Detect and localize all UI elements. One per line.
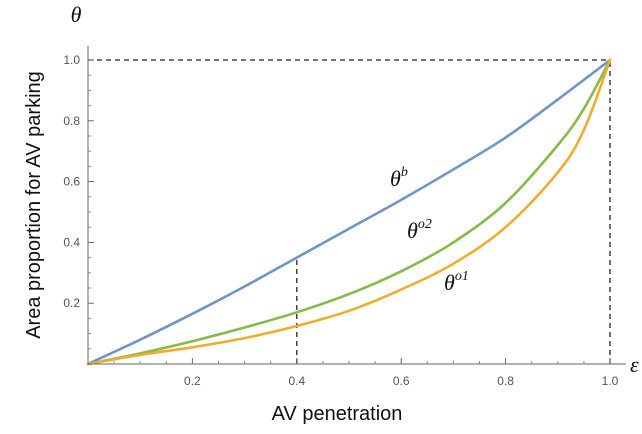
series-label-b-base: θ	[390, 166, 401, 191]
series-line-o1	[86, 58, 612, 366]
series-group	[86, 58, 612, 366]
series-line-o2	[86, 58, 612, 366]
y-tick-label: 0.8	[63, 114, 80, 128]
x-axis-title: AV penetration	[272, 403, 403, 425]
x-tick-label: 0.2	[184, 374, 201, 388]
axes	[87, 46, 626, 365]
series-label-o1-base: θ	[444, 270, 455, 295]
series-label-o2-base: θ	[407, 218, 418, 243]
tick-group: 0.2 0.4 0.6 0.8 1.0 0.2 0.4 0.6 0.8 1.0	[63, 53, 618, 388]
series-label-b-sup: b	[401, 165, 408, 180]
y-axis-title: Area proportion for AV parking	[23, 71, 45, 339]
series-label-o2: θo2	[407, 217, 432, 243]
y-axis-symbol: θ	[71, 2, 82, 27]
y-tick-label: 1.0	[63, 53, 80, 67]
series-label-b: θb	[390, 165, 408, 191]
y-tick-label: 0.6	[63, 175, 80, 189]
series-label-o2-sup: o2	[418, 217, 432, 232]
x-tick-label: 0.8	[497, 374, 514, 388]
y-tick-label: 0.2	[63, 296, 80, 310]
x-tick-label: 1.0	[602, 374, 619, 388]
series-label-o1-sup: o1	[455, 269, 469, 284]
x-tick-label: 0.6	[393, 374, 410, 388]
series-line-b	[86, 58, 612, 366]
x-axis-symbol: ε	[630, 352, 639, 377]
x-tick-label: 0.4	[288, 374, 305, 388]
series-label-o1: θo1	[444, 269, 469, 295]
y-tick-label: 0.4	[63, 235, 80, 249]
reference-lines	[88, 59, 611, 364]
